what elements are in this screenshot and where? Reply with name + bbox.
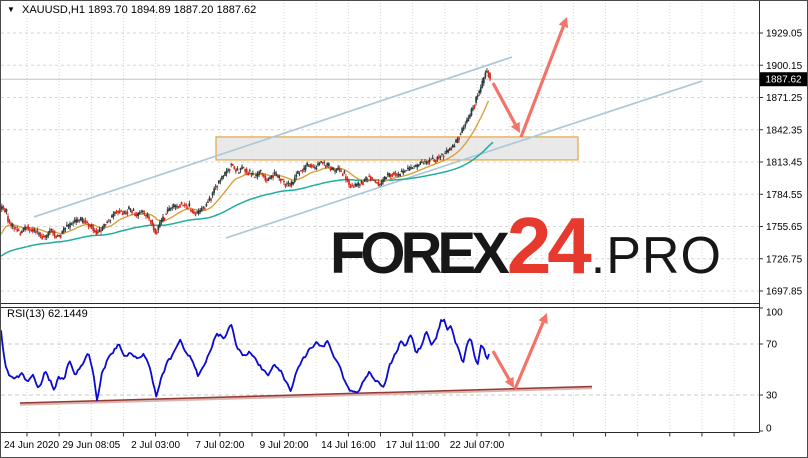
rsi-axis-label: 0: [766, 424, 772, 435]
price-axis-label: 1813.45: [766, 158, 803, 169]
projection-arrow-up: [519, 16, 569, 138]
candlestick-series: [1, 68, 491, 241]
trend-channel-upper[interactable]: [33, 56, 513, 218]
rsi-axis-label: 100: [766, 308, 783, 319]
svg-text:1887.62: 1887.62: [765, 75, 802, 86]
rsi-arrow-up: [513, 313, 548, 390]
rsi-trendline-shadow: [19, 386, 593, 406]
rsi-axis-label: 70: [766, 340, 778, 351]
time-axis-label: 7 Jul 02:00: [195, 440, 244, 451]
rsi-axis[interactable]: 100 70 30 0: [759, 307, 783, 435]
price-axis-label: 1929.05: [766, 29, 803, 40]
rsi-line: [1, 318, 490, 402]
time-axis-label: 24 Jun 2020: [4, 440, 59, 451]
price-axis-label: 1871.25: [766, 93, 803, 104]
ohlc-values: 1893.70 1894.89 1887.20 1887.62: [88, 4, 257, 16]
rsi-axis-label: 30: [766, 391, 778, 402]
price-axis-label: 1784.55: [766, 190, 803, 201]
time-axis-label: 17 Jul 11:00: [386, 440, 440, 451]
price-axis-label: 1755.65: [766, 222, 803, 233]
ohlc-title: ▼ XAUUSD,H1 1893.70 1894.89 1887.20 1887…: [7, 4, 256, 16]
time-axis-label: 2 Jul 03:00: [131, 440, 180, 451]
ma-fast-line: [1, 100, 490, 235]
time-axis-label: 9 Jul 20:00: [260, 440, 309, 451]
rsi-indicator-label: RSI(13) 62.1449: [7, 308, 88, 320]
price-axis-label: 1842.35: [766, 125, 803, 136]
ma-slow-line: [1, 141, 494, 257]
time-axis-label: 14 Jul 16:00: [321, 440, 376, 451]
trend-channel-lower[interactable]: [225, 80, 703, 239]
support-zone: [215, 136, 579, 161]
current-price-tag: 1887.62: [760, 72, 807, 87]
rsi-arrow-down: [491, 350, 514, 388]
time-axis-label: 22 Jul 07:00: [450, 440, 505, 451]
price-axis[interactable]: 1929.05 1900.15 1871.25 1842.35 1813.45 1784.…: [759, 29, 803, 298]
time-axis[interactable]: 24 Jun 2020 29 Jun 08:05 2 Jul 03:00 7 Jul …: [4, 433, 735, 451]
rsi-trendline[interactable]: [19, 385, 593, 404]
time-axis-label: 29 Jun 08:05: [62, 440, 120, 451]
pane-borders: [1, 1, 760, 433]
grid-lines: [1, 3, 759, 431]
price-axis-label: 1726.75: [766, 254, 803, 265]
price-axis-label: 1900.15: [766, 61, 803, 72]
price-axis-label: 1697.85: [766, 287, 803, 298]
symbol-label: XAUUSD,H1: [21, 4, 85, 16]
symbol-dropdown-icon[interactable]: ▼: [7, 5, 15, 14]
projection-arrow-down: [491, 82, 520, 134]
